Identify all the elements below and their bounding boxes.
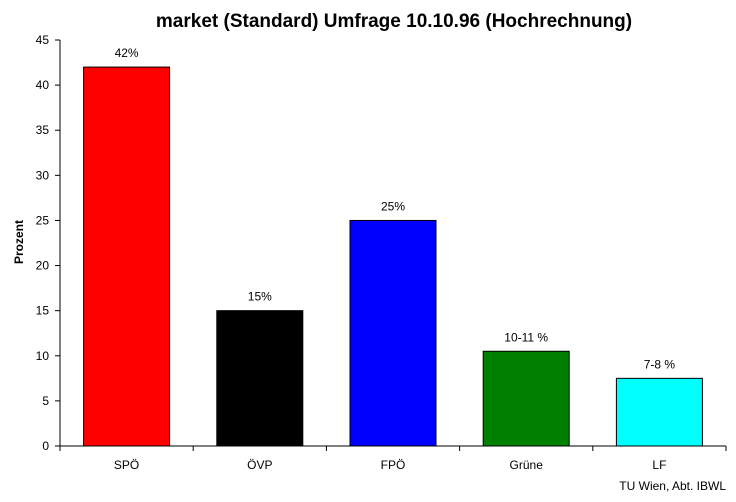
y-tick-label-0: 0 bbox=[42, 439, 49, 453]
x-tick-label-4: LF bbox=[652, 458, 666, 472]
bar-2 bbox=[349, 219, 437, 447]
bars-layer: 42% 15% 25% 10-11 % 7-8 % bbox=[83, 46, 703, 447]
x-tick-label-0: SPÖ bbox=[114, 458, 139, 472]
y-tick-label-9: 45 bbox=[36, 33, 50, 47]
data-label-0: 42% bbox=[115, 46, 139, 60]
axes-layer: 0 5 10 15 20 25 30 35 40 45 SPÖ ÖVP FPÖ Grüne LF bbox=[36, 33, 727, 472]
y-tick-label-7: 35 bbox=[36, 123, 50, 137]
data-label-1: 15% bbox=[248, 290, 272, 304]
y-tick-label-6: 30 bbox=[36, 168, 50, 182]
y-tick-label-2: 10 bbox=[36, 349, 50, 363]
data-label-3: 10-11 % bbox=[504, 330, 548, 344]
x-tick-label-2: FPÖ bbox=[381, 458, 406, 472]
chart-title: market (Standard) Umfrage 10.10.96 (Hoch… bbox=[156, 11, 632, 32]
y-tick-label-4: 20 bbox=[36, 259, 50, 273]
bar-4 bbox=[615, 377, 703, 447]
data-label-4: 7-8 % bbox=[644, 357, 676, 371]
bar-3 bbox=[482, 350, 570, 447]
y-axis-label: Prozent bbox=[12, 220, 26, 264]
y-tick-label-5: 25 bbox=[36, 213, 50, 227]
bar-0 bbox=[83, 66, 171, 447]
data-label-2: 25% bbox=[381, 199, 405, 213]
bar-1 bbox=[216, 310, 304, 447]
y-tick-label-8: 40 bbox=[36, 78, 50, 92]
source-note: TU Wien, Abt. IBWL bbox=[619, 479, 726, 493]
x-tick-label-1: ÖVP bbox=[247, 458, 272, 472]
y-tick-label-3: 15 bbox=[36, 304, 50, 318]
x-tick-label-3: Grüne bbox=[510, 458, 544, 472]
y-tick-label-1: 5 bbox=[42, 394, 49, 408]
